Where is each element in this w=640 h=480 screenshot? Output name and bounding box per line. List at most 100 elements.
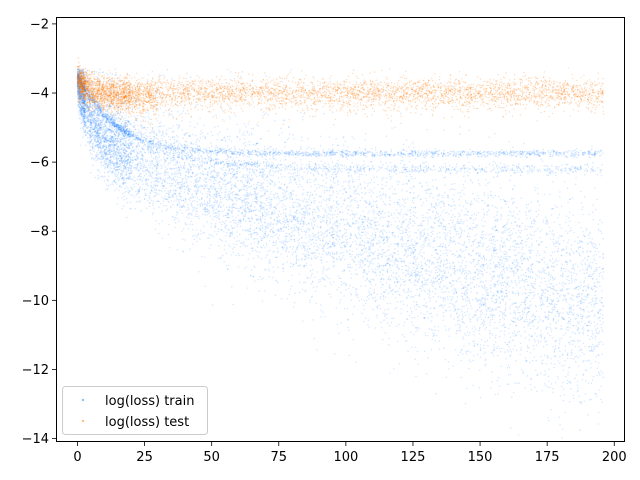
train-point	[162, 187, 164, 190]
train-point	[519, 353, 521, 356]
train-point	[573, 156, 575, 159]
train-point	[382, 188, 384, 190]
train-point	[274, 150, 276, 153]
train-point	[303, 167, 306, 169]
train-point	[577, 365, 580, 367]
train-point	[548, 419, 550, 422]
train-point	[350, 273, 353, 276]
train-point	[222, 152, 224, 154]
train-point	[364, 138, 366, 141]
train-point	[201, 163, 204, 165]
train-point	[130, 159, 132, 161]
train-point	[484, 340, 486, 343]
train-point	[575, 176, 577, 179]
train-point	[447, 232, 449, 234]
train-point	[275, 242, 277, 244]
train-point	[510, 211, 512, 214]
train-point	[109, 86, 112, 89]
train-point	[547, 416, 549, 419]
train-point	[98, 138, 101, 140]
train-point	[357, 153, 359, 155]
train-point	[474, 265, 476, 267]
train-point	[525, 315, 528, 318]
train-point	[119, 141, 122, 143]
train-point	[204, 135, 207, 138]
train-point	[99, 71, 101, 73]
train-point	[481, 258, 484, 260]
train-point	[471, 250, 474, 253]
train-point	[116, 130, 119, 132]
train-point	[525, 153, 528, 156]
train-point	[434, 178, 437, 181]
train-point	[381, 230, 383, 233]
train-point	[591, 337, 594, 339]
train-point	[174, 226, 176, 229]
train-point	[462, 287, 465, 290]
train-point	[379, 297, 382, 300]
train-point	[436, 271, 439, 274]
train-point	[530, 221, 533, 223]
train-point	[293, 137, 295, 140]
train-point	[435, 211, 438, 213]
train-point	[301, 199, 303, 202]
train-point	[444, 232, 447, 235]
train-point	[76, 73, 79, 75]
train-point	[447, 271, 450, 274]
train-point	[357, 152, 359, 155]
train-point	[130, 171, 133, 174]
train-point	[401, 333, 404, 336]
train-point	[449, 189, 451, 191]
train-point	[324, 242, 327, 245]
train-point	[274, 234, 276, 237]
train-point	[342, 254, 345, 257]
train-point	[588, 314, 591, 317]
train-point	[413, 300, 415, 303]
train-point	[349, 170, 352, 172]
train-point	[365, 152, 367, 154]
train-point	[142, 165, 144, 167]
train-point	[357, 185, 360, 187]
train-point	[545, 232, 548, 234]
train-point	[417, 167, 419, 169]
train-point	[564, 360, 566, 362]
train-point	[559, 294, 561, 296]
train-point	[482, 344, 485, 346]
train-point	[500, 330, 502, 333]
train-point	[485, 363, 487, 366]
train-point	[345, 154, 347, 156]
train-point	[83, 108, 85, 110]
train-point	[123, 164, 125, 167]
train-point	[469, 360, 472, 363]
train-point	[479, 326, 481, 329]
train-point	[96, 108, 99, 111]
train-point	[555, 171, 557, 174]
train-point	[131, 134, 134, 136]
train-point	[505, 357, 507, 360]
train-point	[285, 232, 288, 235]
train-point	[594, 325, 597, 327]
train-point	[513, 249, 515, 252]
train-point	[245, 193, 247, 196]
train-point	[406, 233, 409, 236]
train-point	[376, 316, 378, 319]
train-point	[92, 109, 95, 112]
train-point	[303, 154, 305, 156]
train-point	[349, 214, 352, 216]
train-point	[126, 130, 128, 133]
train-point	[480, 265, 483, 268]
train-point	[236, 123, 238, 126]
train-point	[482, 216, 485, 219]
train-point	[490, 233, 493, 235]
train-point	[414, 166, 417, 169]
train-point	[132, 134, 135, 136]
train-point	[229, 245, 231, 248]
train-point	[451, 166, 454, 169]
train-point	[539, 230, 541, 233]
train-point	[372, 243, 374, 245]
train-point	[352, 154, 354, 156]
train-point	[556, 167, 559, 170]
train-point	[233, 246, 236, 249]
train-point	[360, 298, 363, 300]
train-point	[121, 130, 123, 133]
train-point	[504, 227, 507, 229]
